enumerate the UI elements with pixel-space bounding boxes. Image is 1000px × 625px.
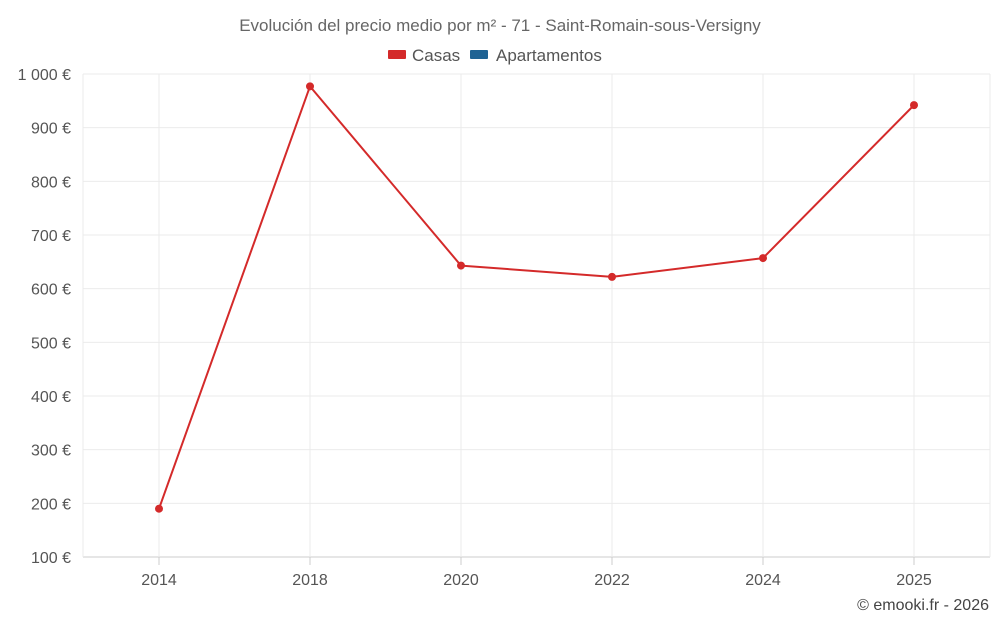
data-point-casas-2018[interactable] — [306, 82, 314, 91]
y-tick-label: 900 € — [31, 121, 71, 138]
series-line-casas — [158, 85, 915, 510]
y-tick-label: 700 € — [31, 228, 71, 245]
y-tick-label: 400 € — [31, 389, 71, 406]
data-point-casas-2025[interactable] — [910, 101, 918, 110]
x-tick-label: 2018 — [292, 572, 328, 589]
x-tick-label: 2022 — [594, 572, 630, 589]
y-tick-label: 300 € — [31, 443, 71, 460]
y-tick-label: 100 € — [31, 550, 71, 567]
x-tick-label: 2025 — [896, 572, 932, 589]
data-point-casas-2014[interactable] — [155, 504, 163, 513]
legend-swatch-apartamentos — [470, 50, 488, 59]
chart-grid — [82, 73, 991, 558]
x-tick-label: 2024 — [745, 572, 781, 589]
y-tick-label: 600 € — [31, 282, 71, 299]
x-tick-label: 2020 — [443, 572, 479, 589]
data-point-casas-2024[interactable] — [759, 254, 767, 263]
y-tick-label: 1 000 € — [18, 67, 71, 84]
chart-title: Evolución del precio medio por m² - 71 -… — [239, 16, 761, 35]
x-axis: 2014 2018 2020 2022 2024 2025 — [141, 557, 932, 589]
y-tick-label: 500 € — [31, 335, 71, 352]
series-layer — [155, 82, 918, 513]
legend-swatch-casas — [388, 50, 406, 59]
y-tick-label: 800 € — [31, 174, 71, 191]
y-tick-label: 200 € — [31, 496, 71, 513]
x-tick-label: 2014 — [141, 572, 177, 589]
data-point-casas-2022[interactable] — [608, 272, 616, 281]
legend-label-apartamentos[interactable]: Apartamentos — [496, 46, 602, 65]
data-point-casas-2020[interactable] — [457, 261, 465, 270]
chart-legend: Casas Apartamentos — [388, 46, 602, 65]
y-axis: 100 € 200 € 300 € 400 € 500 € 600 € 700 € 800 €… — [18, 67, 71, 567]
credit-text: © emooki.fr - 2026 — [857, 597, 989, 614]
legend-label-casas[interactable]: Casas — [412, 46, 460, 65]
